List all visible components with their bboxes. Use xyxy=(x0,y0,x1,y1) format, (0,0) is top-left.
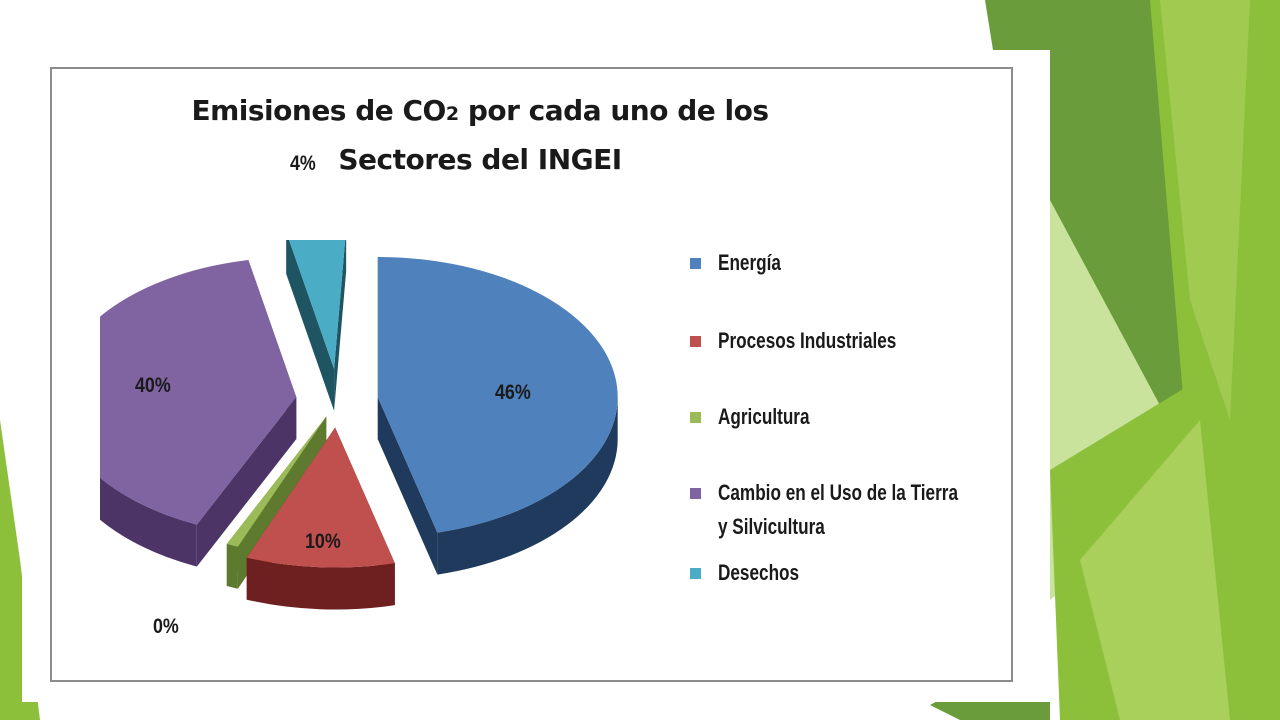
pie-data-label: 4% xyxy=(289,152,316,176)
chart-title-part: por cada uno de los xyxy=(458,94,769,127)
chart-title-line-1: Emisiones de CO2 por cada uno de los xyxy=(90,88,870,137)
pie-slice xyxy=(246,427,395,610)
pie-data-label: 0% xyxy=(153,615,180,639)
chart-title: Emisiones de CO2 por cada uno de los Sec… xyxy=(90,88,870,183)
legend-label-line: Cambio en el Uso de la Tierra xyxy=(718,480,959,505)
legend-label-line: Desechos xyxy=(718,560,800,585)
chart-title-part: Emisiones de CO xyxy=(191,94,446,127)
bg-green-shape xyxy=(1160,0,1250,420)
legend-label-line: Agricultura xyxy=(718,404,810,429)
pie-slice-wall xyxy=(226,416,327,586)
chart-title-subscript: 2 xyxy=(445,103,459,125)
pie-slice-wall xyxy=(196,397,297,567)
pie-slice-wall xyxy=(286,240,335,411)
pie-data-label: 10% xyxy=(305,529,342,553)
legend-label-line: y Silvicultura xyxy=(718,514,825,539)
pie-slice-rim xyxy=(100,477,197,567)
pie-data-label: 40% xyxy=(135,373,171,397)
legend-label-line: Procesos Industriales xyxy=(718,328,897,353)
pie-slice xyxy=(100,259,297,567)
pie-slice-top xyxy=(226,416,327,547)
legend-swatch xyxy=(690,488,701,499)
legend-swatch xyxy=(690,336,701,347)
legend-swatch xyxy=(690,412,701,423)
legend-swatch xyxy=(690,568,701,579)
legend-label: Procesos Industriales xyxy=(718,324,968,358)
pie-chart xyxy=(100,240,618,610)
legend-swatch xyxy=(690,258,701,269)
legend-label: Desechos xyxy=(718,556,968,590)
chart-title-line-2: Sectores del INGEI xyxy=(338,143,622,176)
pie-slice xyxy=(377,256,618,575)
pie-slice-rim xyxy=(437,396,618,575)
pie-slice-wall xyxy=(334,240,347,411)
pie-slice-rim xyxy=(226,543,238,589)
legend-label-line: Energía xyxy=(718,250,781,275)
pie-slice-top xyxy=(100,259,297,525)
legend-label: Energía xyxy=(718,246,968,280)
pie-slice-wall xyxy=(377,396,438,575)
pie-slice-top xyxy=(289,240,346,369)
pie-slice-rim xyxy=(246,557,395,610)
pie-slice-top xyxy=(377,256,618,533)
legend-label: Cambio en el Uso de la Tierra y Silvicult… xyxy=(718,476,968,544)
bg-green-shape xyxy=(1080,420,1230,720)
pie-slice-top xyxy=(246,427,395,568)
pie-slice xyxy=(286,240,347,411)
pie-data-label: 46% xyxy=(495,381,532,405)
legend-label: Agricultura xyxy=(718,400,968,434)
